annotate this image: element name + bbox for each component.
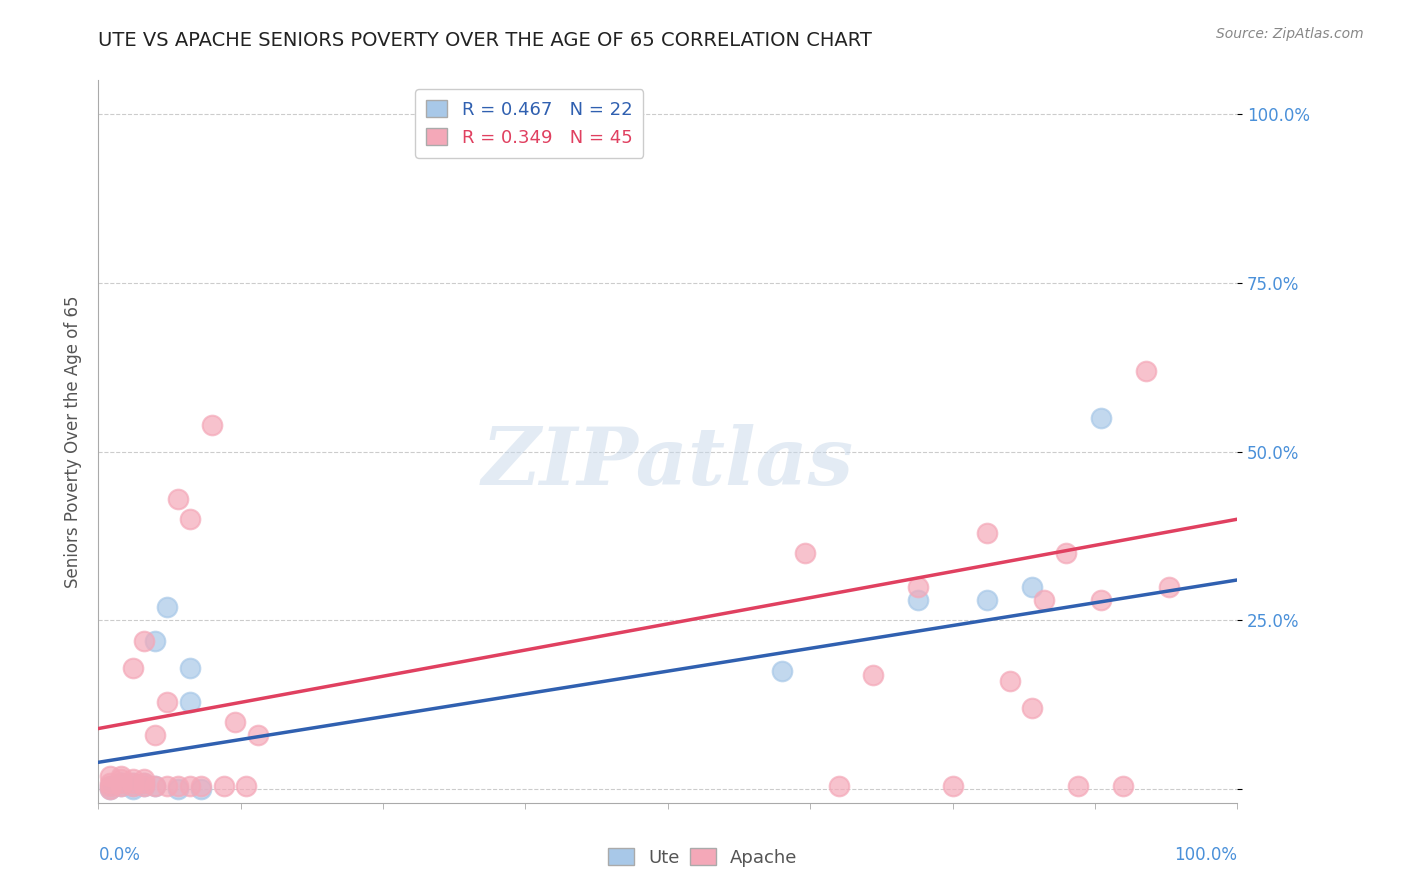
Point — [235, 779, 257, 793]
Point — [132, 775, 155, 789]
Point — [179, 779, 201, 793]
Point — [121, 779, 143, 793]
Point — [167, 779, 190, 793]
Point — [145, 633, 167, 648]
Point — [828, 779, 851, 793]
Point — [132, 779, 155, 793]
Point — [1067, 779, 1090, 793]
Point — [1021, 701, 1043, 715]
Point — [121, 779, 143, 793]
Point — [98, 782, 121, 797]
Text: 100.0%: 100.0% — [1174, 847, 1237, 864]
Point — [179, 694, 201, 708]
Point — [1157, 580, 1180, 594]
Point — [1032, 593, 1054, 607]
Point — [110, 779, 132, 793]
Text: 0.0%: 0.0% — [98, 847, 141, 864]
Point — [121, 775, 143, 789]
Text: Source: ZipAtlas.com: Source: ZipAtlas.com — [1216, 27, 1364, 41]
Point — [98, 775, 121, 789]
Point — [224, 714, 246, 729]
Point — [121, 772, 143, 787]
Point — [976, 525, 998, 540]
Point — [167, 491, 190, 506]
Point — [156, 694, 179, 708]
Point — [976, 593, 998, 607]
Point — [1054, 546, 1078, 560]
Point — [167, 782, 190, 797]
Point — [98, 769, 121, 783]
Point — [121, 661, 143, 675]
Legend: R = 0.467   N = 22, R = 0.349   N = 45: R = 0.467 N = 22, R = 0.349 N = 45 — [415, 89, 644, 158]
Point — [862, 667, 884, 681]
Point — [1135, 364, 1157, 378]
Point — [190, 782, 212, 797]
Point — [246, 728, 269, 742]
Point — [121, 775, 143, 789]
Point — [907, 593, 929, 607]
Point — [145, 779, 167, 793]
Point — [793, 546, 815, 560]
Point — [132, 633, 155, 648]
Point — [1090, 593, 1112, 607]
Point — [145, 779, 167, 793]
Point — [110, 769, 132, 783]
Point — [156, 599, 179, 614]
Point — [190, 779, 212, 793]
Point — [145, 728, 167, 742]
Point — [942, 779, 965, 793]
Point — [132, 772, 155, 787]
Point — [201, 417, 224, 432]
Point — [907, 580, 929, 594]
Point — [98, 779, 121, 793]
Point — [98, 782, 121, 797]
Point — [110, 775, 132, 789]
Point — [179, 661, 201, 675]
Text: UTE VS APACHE SENIORS POVERTY OVER THE AGE OF 65 CORRELATION CHART: UTE VS APACHE SENIORS POVERTY OVER THE A… — [98, 31, 872, 50]
Point — [121, 782, 143, 797]
Point — [156, 779, 179, 793]
Point — [1090, 411, 1112, 425]
Point — [212, 779, 235, 793]
Text: ZIPatlas: ZIPatlas — [482, 425, 853, 502]
Y-axis label: Seniors Poverty Over the Age of 65: Seniors Poverty Over the Age of 65 — [63, 295, 82, 588]
Point — [110, 779, 132, 793]
Point — [132, 775, 155, 789]
Point — [1112, 779, 1135, 793]
Point — [110, 775, 132, 789]
Point — [179, 512, 201, 526]
Point — [1021, 580, 1043, 594]
Point — [132, 779, 155, 793]
Point — [998, 674, 1021, 689]
Legend: Ute, Apache: Ute, Apache — [602, 841, 804, 874]
Point — [110, 772, 132, 787]
Point — [770, 664, 793, 678]
Point — [110, 775, 132, 789]
Point — [98, 779, 121, 793]
